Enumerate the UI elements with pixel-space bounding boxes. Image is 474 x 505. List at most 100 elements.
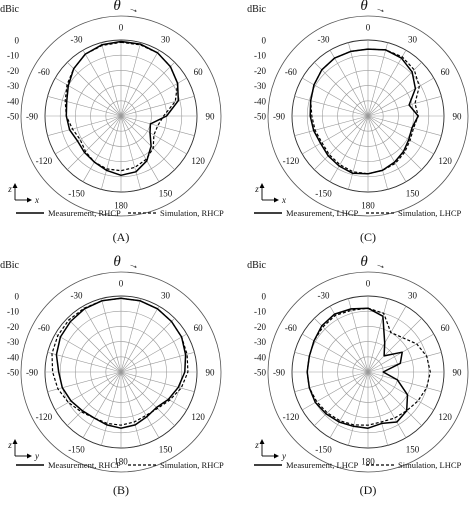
grid-spoke [47,96,122,117]
grid-spoke [120,318,175,373]
angle-label: -150 [315,189,332,199]
inset-label-horizontal: y [34,451,39,461]
angle-label: 180 [361,201,375,211]
grid-spoke [120,352,195,373]
grid-spoke [329,306,369,373]
radial-tick-label: -20 [7,66,19,76]
grid-spoke [314,115,369,170]
grid-spoke [367,115,434,155]
grid-spoke [329,115,369,182]
grid-spoke [367,96,442,117]
panel-label: (D) [360,483,377,497]
radial-tick-label: -50 [254,112,266,122]
grid-spoke [367,62,422,117]
grid-spoke [329,371,369,438]
angle-label: 60 [194,323,204,333]
grid-spoke [120,371,195,392]
theta-arrow: → [374,1,388,16]
grid-spoke [55,371,122,411]
grid-spoke [367,371,388,446]
radial-tick-label: 0 [15,292,20,302]
polar-panel: 0 30 60 90 120 150 180 -150 -120 -90 -60 -30 0 -10 -20… [0,0,224,244]
angle-label: 90 [206,112,216,122]
grid-spoke [314,371,369,426]
grid-spoke [329,50,369,117]
angle-label: 120 [438,412,452,422]
series-line-measurement [309,48,419,175]
angle-label: 90 [206,368,216,378]
angle-label: -150 [68,445,85,455]
series-line-measurement [65,40,180,177]
angle-label: 120 [191,412,205,422]
inset-arrowhead [259,439,265,444]
legend-label-simulation: Simulation, LHCP [398,460,462,470]
theta-arrow: → [127,257,141,272]
radial-tick-label: -10 [7,51,19,61]
panel-label: (C) [360,230,376,244]
legend-label-measurement: Measurement, RHCP [48,460,121,470]
inset-arrowhead [12,439,18,444]
radial-unit-label: dBic [0,260,19,271]
grid-spoke [55,115,122,155]
angle-label: -60 [38,67,50,77]
angle-label: -90 [273,368,285,378]
angle-label: 30 [161,290,171,300]
grid-spoke [314,62,369,117]
angle-label: 0 [366,23,371,33]
radial-tick-label: -30 [7,81,19,91]
panel-label: (B) [113,483,129,497]
panel-label: (A) [113,230,130,244]
grid-spoke [367,115,442,136]
angle-label: 0 [366,279,371,289]
legend-label-simulation: Simulation, RHCP [160,208,224,218]
grid-spoke [348,371,369,446]
angle-label: 30 [408,34,418,44]
polar-panel: 0 30 60 90 120 150 180 -150 -120 -90 -60 -30 0 -10 -20… [0,254,224,497]
inset-label-horizontal: x [34,195,39,205]
angle-label: 180 [114,201,128,211]
grid-spoke [120,371,141,446]
grid-spoke [82,371,122,438]
angle-label: 150 [406,189,420,199]
theta-symbol: θ [360,254,368,270]
grid-spoke [367,50,407,117]
grid-spoke [120,115,175,170]
grid-spoke [348,42,369,117]
angle-label: -90 [26,368,38,378]
grid-spoke [367,371,422,426]
angle-label: -30 [318,34,330,44]
grid-spoke [101,42,122,117]
angle-label: -60 [285,67,297,77]
outer-ring [267,271,469,473]
inset-arrowhead [274,453,279,459]
angle-label: 120 [191,156,205,166]
grid-spoke [101,115,122,190]
angle-label: 60 [441,67,451,77]
grid-spoke [101,298,122,373]
grid-spoke [120,62,175,117]
radial-tick-label: 0 [262,292,267,302]
radial-tick-label: -50 [7,368,19,378]
radial-tick-label: -50 [254,368,266,378]
grid-spoke [348,298,369,373]
inset-arrowhead [259,183,265,188]
inset-arrowhead [12,183,18,188]
angle-label: 0 [119,279,124,289]
grid-spoke [302,371,369,411]
angle-label: -90 [273,112,285,122]
outer-ring [20,15,222,217]
grid-spoke [120,115,187,155]
grid-spoke [120,371,175,426]
theta-arrow: → [127,1,141,16]
radial-tick-label: 0 [15,36,20,46]
angle-label: -150 [68,189,85,199]
angle-label: -60 [285,323,297,333]
grid-spoke [367,371,442,392]
grid-spoke [367,115,407,182]
grid-spoke [367,306,407,373]
radial-unit-label: dBic [247,260,266,271]
inset-label-vertical: z [7,440,12,450]
angle-label: 30 [161,34,171,44]
grid-spoke [120,333,187,373]
inset-label-vertical: z [254,440,259,450]
